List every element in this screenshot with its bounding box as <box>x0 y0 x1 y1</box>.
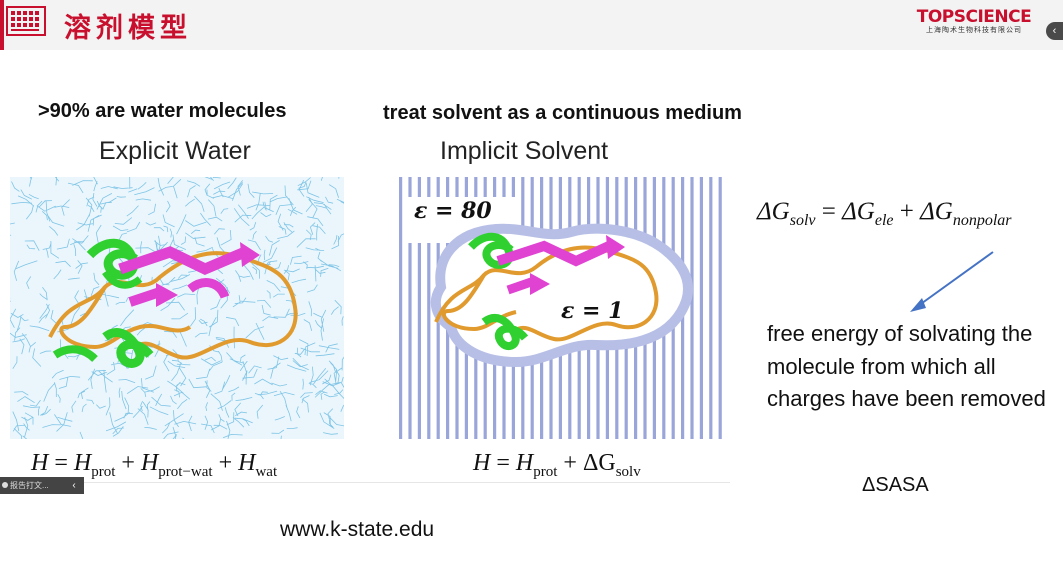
eq-subscript: nonpolar <box>952 212 1012 229</box>
header-bar: 溶剂模型 TOPSCIENCE 上海陶术生物科技有限公司 ‹ <box>0 0 1063 50</box>
eq-operator: + <box>557 450 583 476</box>
eq-subscript: prot <box>533 463 558 480</box>
right-heading: treat solvent as a continuous medium <box>383 102 742 124</box>
solvation-equation: ΔGsolv = ΔGele + ΔGnonpolar <box>757 198 1012 230</box>
eq-operator: + <box>115 450 141 476</box>
left-heading: >90% are water molecules <box>38 100 287 122</box>
nonpolar-description: free energy of solvating the molecule fr… <box>767 321 1046 411</box>
eq-operator: = <box>815 198 843 225</box>
implicit-solvent-title: Implicit Solvent <box>440 137 609 165</box>
divider <box>0 482 730 483</box>
eq-subscript: prot−wat <box>158 463 213 480</box>
eq-term: H <box>473 450 491 476</box>
eq-term: H <box>73 450 92 476</box>
stripe <box>399 177 403 439</box>
eq-term: H <box>515 450 534 476</box>
eq-term: H <box>140 450 159 476</box>
source-link[interactable]: www.k-state.edu <box>280 518 435 541</box>
delta-sasa-label: ΔSASA <box>862 474 929 496</box>
explicit-water-image <box>10 177 344 439</box>
chevron-left-icon[interactable]: ‹ <box>1046 22 1063 40</box>
eq-operator: + <box>893 198 921 225</box>
eq-term: ΔG <box>757 198 790 225</box>
implicit-hamiltonian: H = Hprot + ΔGsolv <box>473 450 641 481</box>
eq-subscript: ele <box>874 212 894 229</box>
eq-term: H <box>31 450 49 476</box>
implicit-solvent-image <box>396 177 728 439</box>
eq-subscript: wat <box>255 463 278 480</box>
stripe <box>417 177 421 439</box>
water-texture <box>10 177 344 439</box>
eq-term: H <box>238 450 256 476</box>
eq-subscript: solv <box>615 463 641 480</box>
eq-subscript: prot <box>91 463 116 480</box>
header-accent-bar <box>0 0 4 50</box>
stripe <box>427 177 431 439</box>
page-title: 溶剂模型 <box>64 13 192 44</box>
explicit-hamiltonian: H = Hprot + Hprot−wat + Hwat <box>31 450 277 481</box>
explicit-water-title: Explicit Water <box>99 137 251 165</box>
arrow-icon <box>910 251 994 312</box>
eq-term: ΔG <box>842 198 875 225</box>
eq-operator: = <box>48 450 74 476</box>
eq-term: ΔG <box>920 198 953 225</box>
protein-ribbon <box>48 238 298 368</box>
epsilon-protein-label: ε = 1 <box>561 298 624 324</box>
toolbar-label: 报告打文... <box>10 481 49 490</box>
stripe <box>690 177 694 439</box>
presenter-toolbar: 报告打文... ‹ <box>0 477 84 494</box>
protein-ribbon <box>434 232 659 350</box>
eq-subscript: solv <box>789 212 816 229</box>
eq-operator: = <box>490 450 516 476</box>
brand-logo: TOPSCIENCE 上海陶术生物科技有限公司 <box>914 8 1034 35</box>
stripe <box>718 177 722 439</box>
record-dot-icon <box>2 482 8 488</box>
eq-operator: + <box>212 450 239 476</box>
stripe <box>699 177 703 439</box>
grid-logo-icon <box>6 6 46 36</box>
epsilon-solvent-label: ε = 80 <box>414 198 492 224</box>
stripe <box>408 177 412 439</box>
eq-term: ΔG <box>582 450 616 476</box>
chevron-left-icon[interactable]: ‹ <box>72 480 76 491</box>
brand-name: TOPSCIENCE <box>916 7 1032 27</box>
water-molecules <box>10 177 344 439</box>
brand-subtitle: 上海陶术生物科技有限公司 <box>926 26 1022 34</box>
stripe <box>709 177 713 439</box>
